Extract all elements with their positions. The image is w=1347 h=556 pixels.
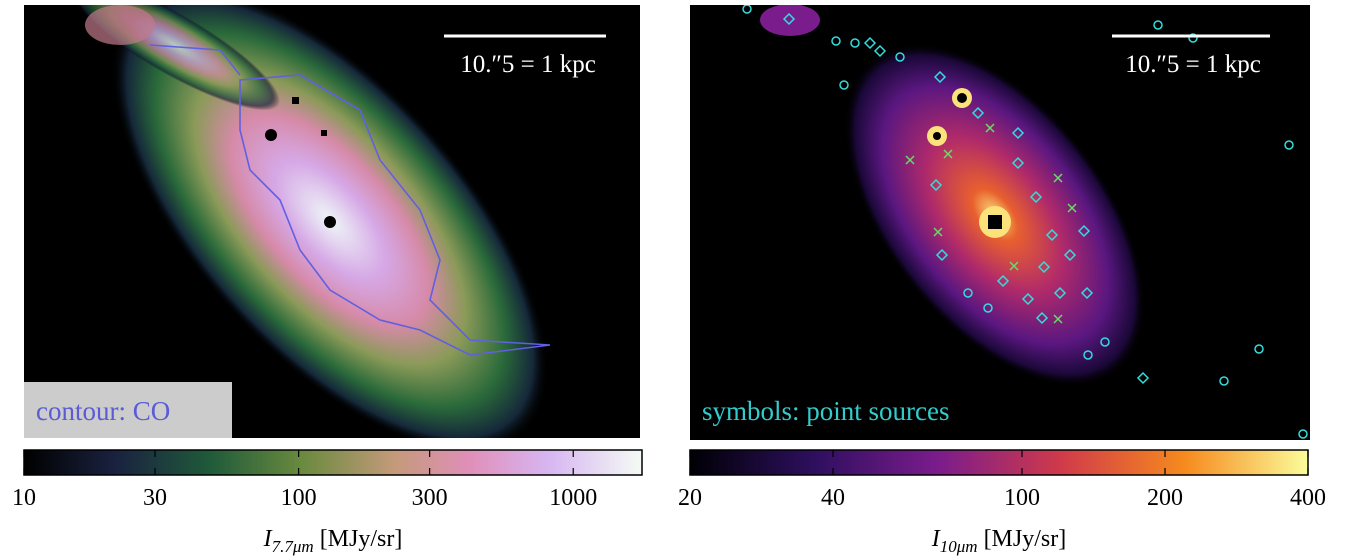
annotation: symbols: point sources xyxy=(702,396,950,426)
label-unit: [MJy/sr] xyxy=(320,526,403,552)
tick-label: 1000 xyxy=(549,485,597,511)
label-symbol: I xyxy=(263,526,273,552)
tick-label: 20 xyxy=(678,485,702,511)
label-unit: [MJy/sr] xyxy=(984,526,1067,552)
colorbar xyxy=(23,449,643,476)
axis-label: I7.7μm [MJy/sr] xyxy=(263,526,403,556)
colorbar xyxy=(689,449,1309,476)
annotation: contour: CO xyxy=(36,396,170,426)
label-symbol: I xyxy=(931,526,941,552)
scale-label: 10.″5 = 1 kpc xyxy=(1125,51,1261,78)
tick-label: 10 xyxy=(12,485,36,511)
tick-label: 30 xyxy=(143,485,167,511)
tick-label: 400 xyxy=(1290,485,1326,511)
tick-label: 100 xyxy=(1004,485,1040,511)
label-subscript: 10μm xyxy=(940,537,978,556)
tick-label: 100 xyxy=(281,485,317,511)
image-left xyxy=(24,5,640,438)
label-subscript: 7.7μm xyxy=(272,537,314,556)
image-right xyxy=(690,5,1310,440)
scale-label: 10.″5 = 1 kpc xyxy=(460,51,596,78)
tick-label: 200 xyxy=(1147,485,1183,511)
tick-label: 40 xyxy=(821,485,845,511)
tick-label: 300 xyxy=(412,485,448,511)
axis-label: I10μm [MJy/sr] xyxy=(931,526,1066,556)
